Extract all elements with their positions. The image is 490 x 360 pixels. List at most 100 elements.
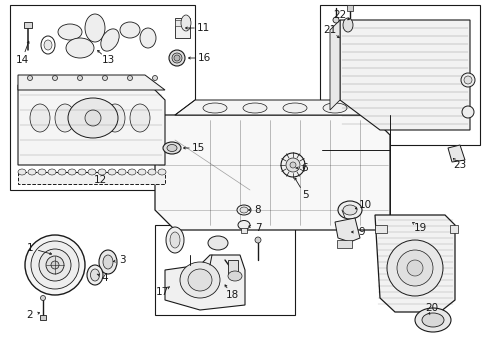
Text: 9: 9 <box>359 227 366 237</box>
Polygon shape <box>340 20 470 130</box>
Ellipse shape <box>58 24 82 40</box>
Circle shape <box>333 17 339 23</box>
Polygon shape <box>18 85 165 165</box>
Ellipse shape <box>66 38 94 58</box>
Text: 21: 21 <box>323 25 337 35</box>
Text: 7: 7 <box>255 223 261 233</box>
Ellipse shape <box>140 28 156 48</box>
Ellipse shape <box>167 144 177 152</box>
Ellipse shape <box>108 169 116 175</box>
Circle shape <box>41 296 46 301</box>
Circle shape <box>39 249 71 281</box>
Bar <box>375 225 387 233</box>
Ellipse shape <box>166 227 184 253</box>
Circle shape <box>77 76 82 81</box>
Ellipse shape <box>181 15 191 31</box>
Ellipse shape <box>138 169 146 175</box>
Text: 23: 23 <box>453 160 466 170</box>
Ellipse shape <box>240 207 248 213</box>
Ellipse shape <box>28 169 36 175</box>
Text: 2: 2 <box>26 310 33 320</box>
Circle shape <box>127 76 132 81</box>
Circle shape <box>286 158 300 172</box>
Text: 5: 5 <box>302 190 308 200</box>
Circle shape <box>51 261 59 269</box>
Ellipse shape <box>120 22 140 38</box>
Ellipse shape <box>338 201 362 219</box>
Ellipse shape <box>170 232 180 248</box>
Bar <box>40 315 46 320</box>
Bar <box>175 20 183 26</box>
Ellipse shape <box>44 40 52 50</box>
Text: 3: 3 <box>119 255 125 265</box>
Ellipse shape <box>203 103 227 113</box>
Ellipse shape <box>98 169 106 175</box>
Text: 12: 12 <box>94 175 107 185</box>
Ellipse shape <box>283 103 307 113</box>
Ellipse shape <box>422 313 444 327</box>
Text: 15: 15 <box>192 143 205 153</box>
Circle shape <box>397 250 433 286</box>
Circle shape <box>290 162 296 168</box>
Polygon shape <box>335 218 360 242</box>
Circle shape <box>255 237 261 243</box>
Ellipse shape <box>91 269 99 281</box>
Circle shape <box>46 256 64 274</box>
Text: 13: 13 <box>101 55 115 65</box>
Text: 16: 16 <box>197 53 211 63</box>
Bar <box>175 18 190 38</box>
Bar <box>10 5 195 190</box>
Ellipse shape <box>58 169 66 175</box>
Ellipse shape <box>105 104 125 132</box>
Ellipse shape <box>415 308 451 332</box>
Polygon shape <box>375 215 455 312</box>
Circle shape <box>387 240 443 296</box>
Ellipse shape <box>243 103 267 113</box>
Circle shape <box>152 76 157 81</box>
Ellipse shape <box>68 98 118 138</box>
Ellipse shape <box>343 18 353 32</box>
Bar <box>24 22 32 28</box>
Ellipse shape <box>188 269 212 291</box>
Text: 6: 6 <box>302 163 308 173</box>
Circle shape <box>169 50 185 66</box>
Ellipse shape <box>78 169 86 175</box>
Ellipse shape <box>148 169 156 175</box>
Ellipse shape <box>99 250 117 274</box>
Ellipse shape <box>80 104 100 132</box>
Polygon shape <box>330 20 340 110</box>
Ellipse shape <box>87 265 103 285</box>
Ellipse shape <box>163 142 181 154</box>
Ellipse shape <box>208 236 228 250</box>
Text: 22: 22 <box>333 10 346 20</box>
Ellipse shape <box>228 271 242 281</box>
Ellipse shape <box>85 14 105 42</box>
Ellipse shape <box>103 255 113 269</box>
Bar <box>347 5 353 11</box>
Ellipse shape <box>343 205 357 215</box>
Ellipse shape <box>38 169 46 175</box>
Bar <box>241 228 247 233</box>
Ellipse shape <box>68 169 76 175</box>
Text: 1: 1 <box>26 243 33 253</box>
Text: 17: 17 <box>155 287 169 297</box>
Polygon shape <box>165 255 245 310</box>
Bar <box>450 225 458 233</box>
Ellipse shape <box>48 169 56 175</box>
Bar <box>228 260 238 274</box>
Bar <box>18 172 165 184</box>
Circle shape <box>281 153 305 177</box>
Polygon shape <box>448 145 465 162</box>
Ellipse shape <box>88 169 96 175</box>
Ellipse shape <box>18 169 26 175</box>
Text: 18: 18 <box>225 290 239 300</box>
Ellipse shape <box>237 205 251 215</box>
Text: 8: 8 <box>255 205 261 215</box>
Bar <box>155 225 295 315</box>
Text: 14: 14 <box>15 55 28 65</box>
Circle shape <box>85 110 101 126</box>
Circle shape <box>407 260 423 276</box>
Text: 20: 20 <box>425 303 439 313</box>
Circle shape <box>31 241 79 289</box>
Ellipse shape <box>118 169 126 175</box>
